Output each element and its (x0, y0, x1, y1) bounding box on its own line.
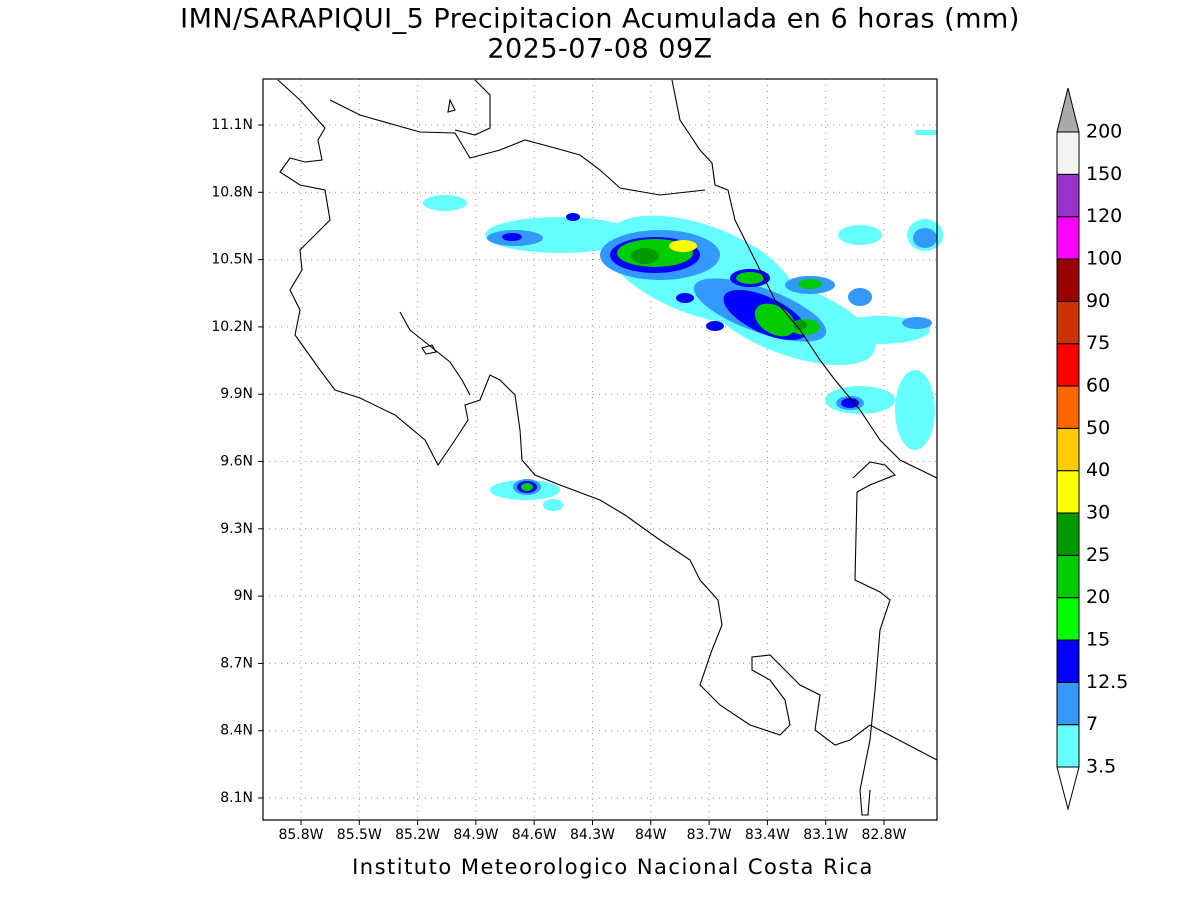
coastlines (277, 79, 938, 816)
lon-label: 85.5W (337, 827, 382, 843)
subtitle: 2025-07-08 09Z (487, 34, 712, 65)
lon-label: 85.2W (395, 827, 440, 843)
colorbar-label: 75 (1086, 332, 1110, 354)
colorbar-label: 150 (1086, 163, 1122, 185)
colorbar-label: 90 (1086, 290, 1110, 312)
lat-label: 9.9N (220, 386, 253, 402)
lon-label: 84.6W (512, 827, 557, 843)
colorbar-label: 12.5 (1086, 671, 1128, 693)
colorbar-segment (1056, 300, 1080, 345)
colorbar-segment (1056, 385, 1080, 429)
map-frame (262, 78, 938, 821)
colorbar-above (1056, 87, 1080, 133)
colorbar-segment (1056, 639, 1080, 683)
colorbar-segment (1056, 427, 1080, 472)
colorbar-label: 200 (1086, 121, 1122, 143)
axis-labels: 85.8W 85.5W 85.2W 84.9W 84.6W 84.3W 84W 83.7W 83… (211, 117, 906, 843)
lat-label: 10.8N (211, 184, 253, 200)
lat-label: 10.2N (211, 319, 253, 335)
lon-label: 83.7W (687, 827, 732, 843)
colorbar-label: 100 (1086, 248, 1122, 270)
colorbar-segment (1056, 470, 1080, 514)
grid (263, 79, 937, 820)
lon-label: 85.8W (278, 827, 323, 843)
colorbar-label: 120 (1086, 205, 1122, 227)
colorbar-label: 15 (1086, 629, 1110, 651)
colorbar-label: 40 (1086, 459, 1110, 481)
lon-label: 84.3W (570, 827, 615, 843)
lon-label: 83.4W (745, 827, 790, 843)
lat-label: 8.1N (220, 790, 253, 806)
lat-label: 8.7N (220, 655, 253, 671)
colorbar-below (1056, 766, 1080, 811)
colorbar-segment (1056, 173, 1080, 218)
colorbar-segment (1056, 343, 1080, 387)
colorbar-segment (1056, 724, 1080, 768)
title: IMN/SARAPIQUI_5 Precipitacion Acumulada … (180, 4, 1020, 35)
colorbar: 3.5 7 12.5 15 20 25 30 40 50 60 75 90 100 120 150 200 (1056, 87, 1128, 811)
colorbar-segment (1056, 512, 1080, 556)
colorbar-segment (1056, 258, 1080, 302)
colorbar-segment (1056, 597, 1080, 641)
lon-label: 82.8W (861, 827, 906, 843)
lat-label: 9N (234, 588, 253, 604)
colorbar-segment (1056, 554, 1080, 599)
footer: Instituto Meteorologico Nacional Costa R… (352, 855, 874, 879)
colorbar-label: 50 (1086, 417, 1110, 439)
colorbar-segment (1056, 681, 1080, 726)
lon-label: 84W (635, 827, 667, 843)
lat-label: 11.1N (211, 117, 253, 133)
precipitation (423, 130, 943, 511)
lat-label: 10.5N (211, 252, 253, 268)
colorbar-label: 20 (1086, 586, 1110, 608)
colorbar-label: 25 (1086, 544, 1110, 566)
colorbar-label: 60 (1086, 375, 1110, 397)
lat-label: 9.3N (220, 521, 253, 537)
colorbar-label: 30 (1086, 502, 1110, 524)
colorbar-segment (1056, 216, 1080, 260)
colorbar-segment (1056, 131, 1080, 175)
colorbar-label: 7 (1086, 713, 1098, 735)
lat-label: 9.6N (220, 454, 253, 470)
lat-label: 8.4N (220, 723, 253, 739)
colorbar-label: 3.5 (1086, 756, 1116, 778)
lon-label: 83.1W (803, 827, 848, 843)
lon-label: 84.9W (453, 827, 498, 843)
